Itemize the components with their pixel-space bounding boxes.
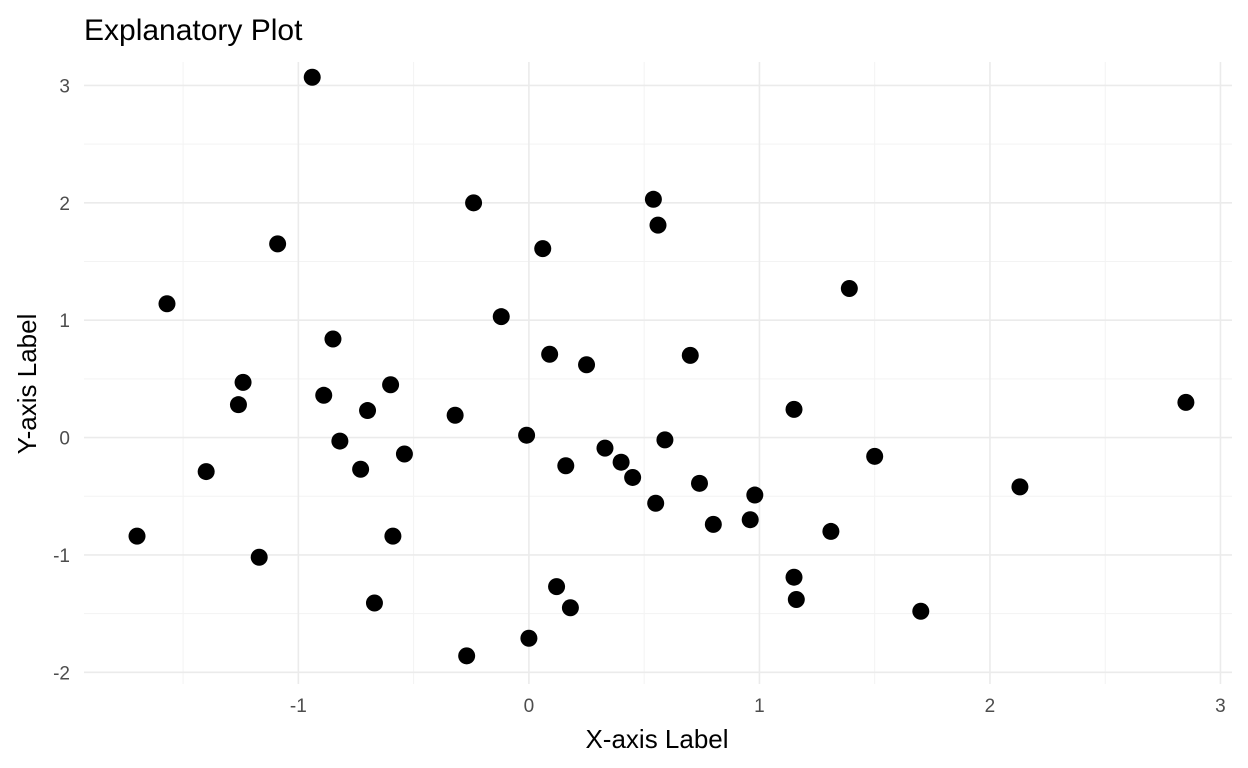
scatter-point <box>365 594 383 612</box>
y-tick-label: -2 <box>53 663 70 684</box>
scatter-point <box>704 515 722 533</box>
scatter-point <box>331 432 349 450</box>
scatter-point <box>624 468 642 486</box>
scatter-point <box>561 599 579 617</box>
x-tick-label: 0 <box>524 696 535 717</box>
scatter-point <box>518 426 536 444</box>
x-axis-ticks: -1 0 1 2 3 <box>290 696 1226 717</box>
major-gridlines <box>84 62 1232 684</box>
scatter-point <box>534 240 552 258</box>
scatter-point <box>446 406 464 424</box>
scatter-point <box>541 345 559 363</box>
scatter-point <box>785 400 803 418</box>
scatter-point <box>384 527 402 545</box>
y-tick-label: 0 <box>59 429 70 450</box>
scatter-point <box>1177 393 1195 411</box>
scatter-point <box>229 396 247 414</box>
scatter-point <box>787 591 805 609</box>
minor-gridlines <box>84 62 1232 684</box>
scatter-point <box>785 568 803 586</box>
scatter-point <box>234 373 252 391</box>
scatter-point <box>128 527 146 545</box>
scatter-point <box>912 602 930 620</box>
scatter-point <box>822 522 840 540</box>
scatter-point <box>644 190 662 208</box>
scatter-point <box>866 447 884 465</box>
scatter-point <box>352 460 370 478</box>
data-points <box>128 68 1195 665</box>
scatter-point <box>395 445 413 463</box>
scatter-point <box>1011 478 1029 496</box>
y-tick-label: 3 <box>59 76 70 97</box>
scatter-point <box>741 511 759 529</box>
scatter-point <box>492 308 510 326</box>
scatter-point <box>596 439 614 457</box>
scatter-point <box>647 494 665 512</box>
scatter-point <box>382 376 400 394</box>
scatter-point <box>548 578 566 596</box>
chart-title: Explanatory Plot <box>84 14 303 47</box>
scatter-point <box>158 295 176 313</box>
scatter-point <box>612 453 630 471</box>
scatter-point <box>324 330 342 348</box>
x-axis-title: X-axis Label <box>585 724 728 754</box>
scatter-point <box>681 346 699 364</box>
x-tick-label: 3 <box>1215 696 1226 717</box>
x-tick-label: -1 <box>290 696 307 717</box>
y-axis-title: Y-axis Label <box>12 314 42 455</box>
scatter-point <box>746 486 764 504</box>
scatter-point <box>197 463 215 481</box>
scatter-point <box>250 548 268 566</box>
scatter-point <box>520 629 538 647</box>
scatter-point <box>458 647 476 665</box>
y-axis-ticks: -2 -1 0 1 2 3 <box>53 76 70 684</box>
scatter-point <box>315 386 333 404</box>
x-tick-label: 2 <box>985 696 996 717</box>
scatter-point <box>840 280 858 298</box>
scatter-point <box>269 235 287 253</box>
scatter-point <box>656 431 674 449</box>
scatter-point <box>465 194 483 212</box>
y-tick-label: 2 <box>59 194 70 215</box>
y-tick-label: 1 <box>59 311 70 332</box>
x-tick-label: 1 <box>754 696 765 717</box>
scatter-point <box>649 216 667 234</box>
y-tick-label: -1 <box>53 546 70 567</box>
scatter-point <box>557 457 575 475</box>
scatter-point <box>303 68 321 86</box>
scatter-point <box>690 474 708 492</box>
scatter-point <box>578 356 596 374</box>
scatter-point <box>359 402 377 420</box>
